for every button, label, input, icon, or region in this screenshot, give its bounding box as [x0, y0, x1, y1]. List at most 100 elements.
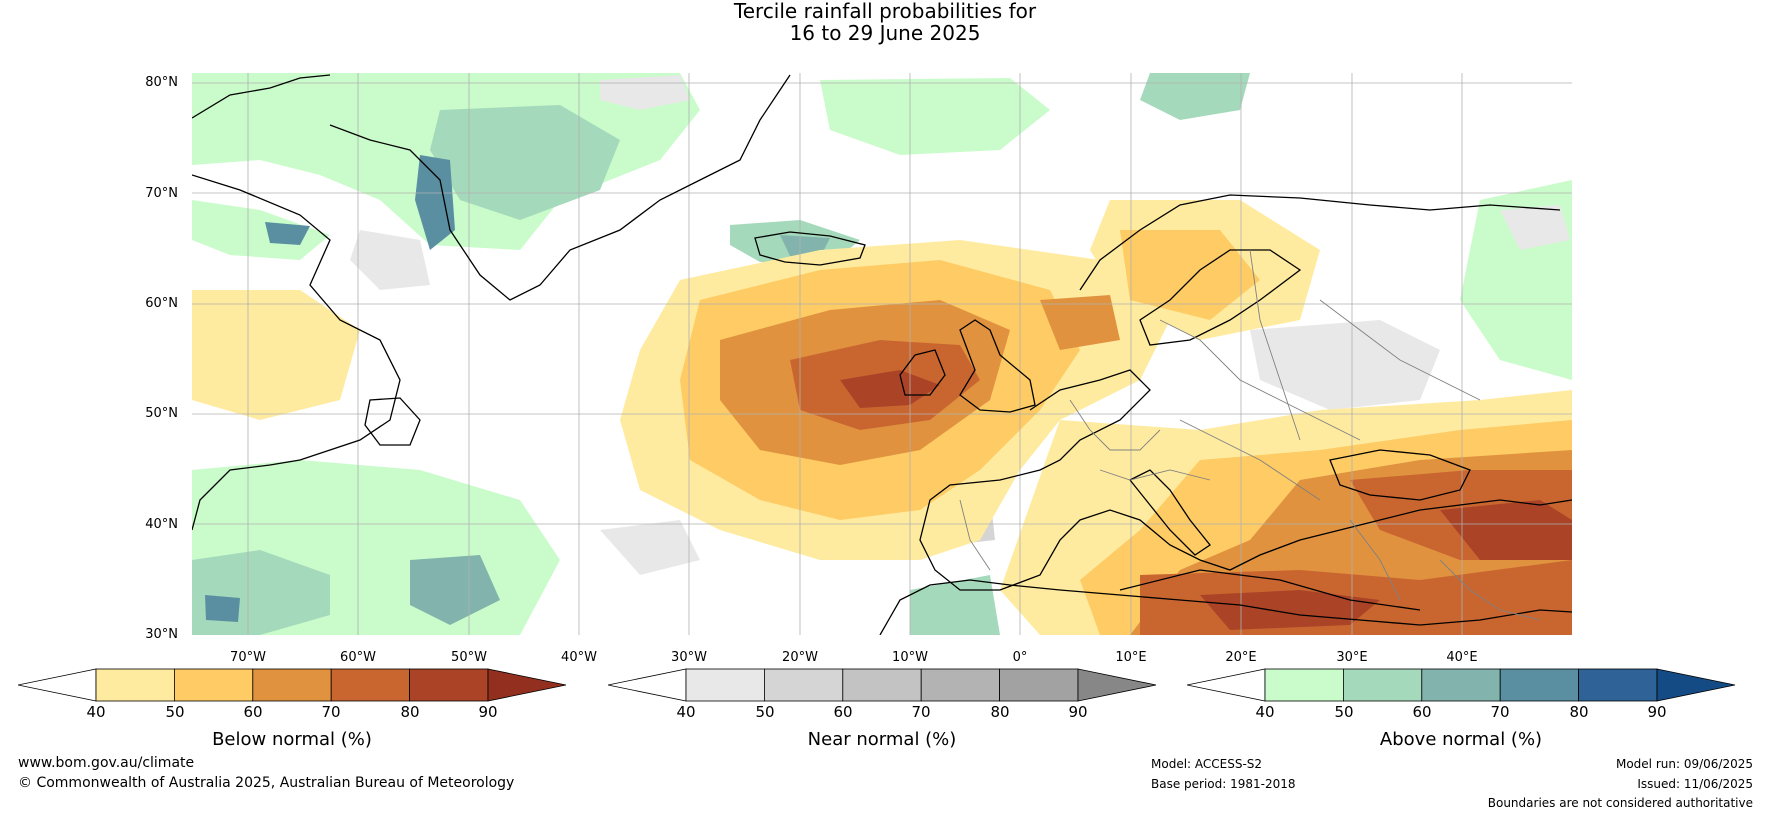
- below-normal-label: Below normal (%): [212, 729, 372, 750]
- lon-label: 10°W: [892, 650, 928, 665]
- above-normal-colorbar: [1187, 668, 1736, 702]
- colorbar-segment: [1499, 668, 1580, 702]
- colorbar-tick: 40: [676, 703, 696, 721]
- colorbar-tick: 90: [1068, 703, 1088, 721]
- colorbar-extend-high: [1656, 668, 1736, 702]
- lon-label: 70°W: [230, 650, 266, 665]
- colorbar-extend-high: [1077, 668, 1157, 702]
- italy-coast: [1128, 469, 1211, 556]
- lon-label: 50°W: [451, 650, 487, 665]
- africa-coast: [879, 579, 1572, 635]
- colorbar-tick: 50: [755, 703, 775, 721]
- below-normal-region: [1120, 230, 1260, 320]
- colorbar-extend-low: [1187, 668, 1266, 702]
- labrador-coast: [192, 174, 401, 531]
- scandinavia-coast: [1079, 194, 1561, 346]
- greenland-coast: [192, 74, 791, 301]
- black-sea-coast: [1329, 449, 1471, 501]
- lat-label: 70°N: [145, 186, 178, 201]
- lat-label: 80°N: [145, 75, 178, 90]
- med-coast: [1119, 569, 1421, 611]
- colorbar-segment: [999, 668, 1079, 702]
- graticule: [192, 73, 1572, 635]
- colorbar-segment: [1578, 668, 1658, 702]
- above-normal-region: [192, 200, 330, 260]
- iceland-coast: [754, 231, 866, 266]
- lon-label: 30°E: [1336, 650, 1368, 665]
- colorbar-tick: 80: [1569, 703, 1589, 721]
- colorbar-tick: 70: [1490, 703, 1510, 721]
- lon-label: 20°E: [1225, 650, 1257, 665]
- above-normal-region: [430, 105, 620, 220]
- britain-coast: [899, 319, 1036, 413]
- colorbar-segment: [920, 668, 1001, 702]
- above-normal-region: [410, 555, 500, 625]
- lon-label: 10°E: [1115, 650, 1147, 665]
- colorbar-tick: 50: [165, 703, 185, 721]
- lon-label: 30°W: [671, 650, 707, 665]
- near-normal-label: Near normal (%): [807, 729, 957, 750]
- colorbar-tick: 50: [1334, 703, 1354, 721]
- colorbar-tick: 90: [478, 703, 498, 721]
- colorbar-tick: 70: [321, 703, 341, 721]
- colorbar-tick: 70: [911, 703, 931, 721]
- colorbar-extend-low: [18, 668, 97, 702]
- above-normal-region: [1140, 73, 1250, 120]
- lat-label: 40°N: [145, 517, 178, 532]
- model-name: Model: ACCESS-S2: [1151, 757, 1263, 771]
- near-normal-colorbar: [608, 668, 1157, 702]
- colorbar-tick: 60: [1412, 703, 1432, 721]
- colorbar-tick: 60: [243, 703, 263, 721]
- above-normal-label: Above normal (%): [1379, 729, 1543, 750]
- model-run-date: Model run: 09/06/2025: [1615, 757, 1753, 771]
- colorbar-segment: [1264, 668, 1344, 702]
- lat-label: 50°N: [145, 406, 178, 421]
- colorbar-segment: [173, 668, 254, 702]
- colorbar-segment: [763, 668, 844, 702]
- lon-label: 40°W: [561, 650, 597, 665]
- colorbar-tick: 60: [833, 703, 853, 721]
- copyright-text: © Commonwealth of Australia 2025, Austra…: [18, 775, 515, 791]
- above-normal-region: [265, 222, 310, 245]
- near-normal-region: [1250, 320, 1440, 410]
- map-title-line2: 16 to 29 June 2025: [789, 21, 981, 45]
- issued-date: Issued: 11/06/2025: [1637, 777, 1753, 791]
- below-normal-region: [192, 290, 360, 420]
- below-normal-regions: [192, 200, 1572, 635]
- colorbar-segment: [1421, 668, 1501, 702]
- above-normal-region: [820, 78, 1050, 155]
- colorbar-segment: [1342, 668, 1423, 702]
- lon-label: 0°: [1012, 650, 1028, 665]
- below-normal-region: [840, 370, 940, 408]
- colorbar-extend-low: [608, 668, 687, 702]
- below-normal-region: [1040, 295, 1120, 350]
- lat-label: 60°N: [145, 296, 178, 311]
- base-period: Base period: 1981-2018: [1151, 777, 1296, 791]
- lon-label: 40°E: [1446, 650, 1478, 665]
- colorbar-segment: [95, 668, 175, 702]
- colorbar-segment: [842, 668, 922, 702]
- lat-label: 30°N: [145, 627, 178, 642]
- country-borders: [959, 249, 1541, 621]
- colorbar-tick: 80: [990, 703, 1010, 721]
- colorbar-extend-high: [487, 668, 567, 702]
- colorbar-segment: [252, 668, 332, 702]
- above-normal-region: [415, 155, 455, 250]
- below-normal-colorbar: [18, 668, 567, 702]
- near-normal-region: [350, 230, 430, 290]
- source-url: www.bom.gov.au/climate: [18, 755, 195, 771]
- lon-label: 20°W: [782, 650, 818, 665]
- europe-coast: [919, 369, 1572, 591]
- near-normal-region: [600, 75, 690, 110]
- near-normal-region: [600, 520, 700, 575]
- newfoundland-coast: [364, 397, 421, 446]
- colorbar-segment: [409, 668, 489, 702]
- colorbar-segment: [330, 668, 411, 702]
- coastlines: [192, 74, 1572, 635]
- boundary-disclaimer: Boundaries are not considered authoritat…: [1487, 796, 1753, 810]
- colorbar-tick: 40: [1255, 703, 1275, 721]
- colorbar-tick: 80: [400, 703, 420, 721]
- colorbar-segment: [685, 668, 765, 702]
- near-normal-region: [1500, 205, 1570, 250]
